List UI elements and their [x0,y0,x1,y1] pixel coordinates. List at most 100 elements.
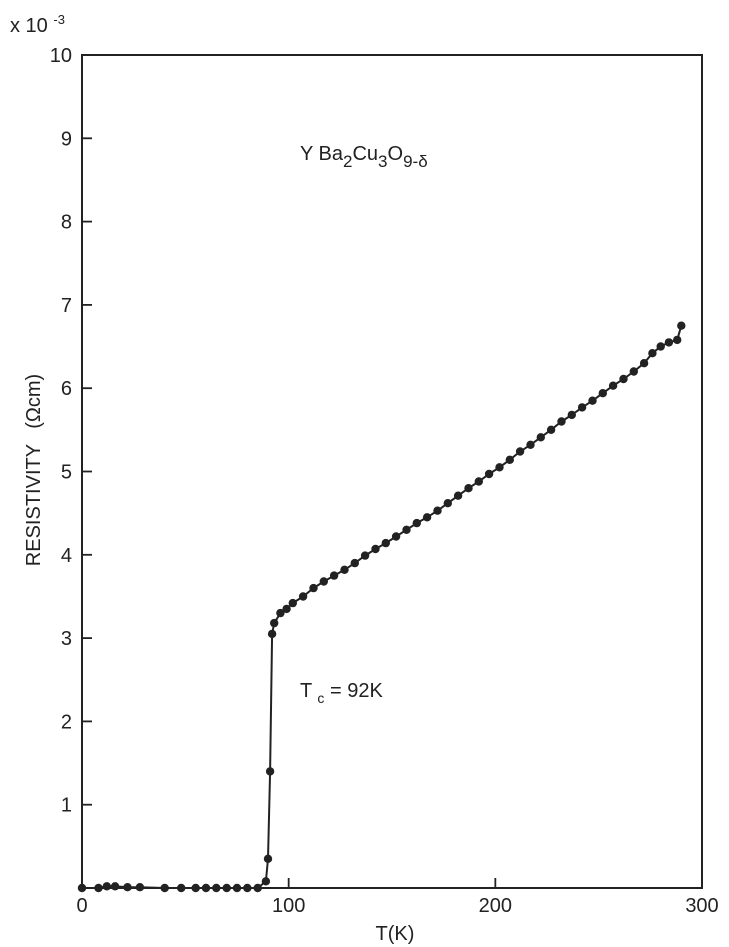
data-point [232,883,242,893]
data-point [276,608,285,618]
data-point [222,883,231,893]
tc-base: T [300,680,312,702]
data-point [360,551,370,560]
svg-text:RESISTIVITY (Ωcm): RESISTIVITY (Ωcm) [23,374,45,566]
data-point [391,532,401,541]
formula-part: 2 [343,152,352,171]
data-point [577,403,587,412]
y-tick-label: 1 [61,795,72,817]
formula-part: 9-δ [403,152,428,171]
data-point [110,882,120,891]
data-point [102,882,112,891]
y-tick-label: 6 [61,378,72,400]
y-tick-label: 3 [61,628,72,650]
data-point [474,477,483,486]
data-point [557,417,566,426]
data-point [567,410,576,420]
data-point [443,499,452,508]
y-tick-label: 2 [61,711,72,733]
data-point [288,598,297,608]
y-tick-label: 9 [61,128,72,150]
data-point [267,629,277,639]
y-axis-label: RESISTIVITY (Ωcm) [23,374,45,566]
data-point [402,525,411,534]
data-point [177,883,186,893]
data-point [608,381,618,390]
data-point [191,883,200,893]
data-point [265,767,275,776]
data-point [253,883,262,893]
y-axis-label-text: RESISTIVITY [23,444,45,566]
data-point [422,513,432,522]
data-point [598,389,607,398]
y-tick-label: 4 [61,545,72,567]
x-tick-label: 300 [685,895,718,917]
data-point [160,883,169,893]
data-series-layer [77,321,686,893]
data-point [123,883,132,892]
data-point [243,883,252,893]
data-point [526,440,535,449]
data-point [282,604,291,614]
data-point [484,469,494,479]
data-point [664,338,674,347]
y-tick-label: 5 [61,462,72,484]
plot-frame [81,54,703,889]
formula-part: O [388,143,404,165]
data-point [505,455,514,464]
formula-part: Y Ba [300,143,344,165]
data-point [135,883,145,892]
series-line [82,325,683,889]
compound-formula-label: Y Ba2Cu3O9-δ [300,143,428,171]
data-point [371,544,380,554]
data-point [201,883,211,893]
x-tick-label: 100 [272,895,305,917]
data-point [464,484,473,493]
data-point [340,565,349,574]
y-tick-label: 7 [61,295,72,317]
data-point [319,577,328,586]
data-point [298,592,308,601]
y-tick-label: 8 [61,212,72,234]
data-point [588,396,597,405]
data-point [515,447,525,456]
data-point [263,854,273,863]
data-point [619,374,628,384]
tc-subscript: c [317,690,324,706]
data-point [673,335,682,345]
data-point [350,558,359,568]
data-point [648,349,657,358]
data-point [629,367,638,376]
x-axis-ticks: 0 100 200 300 [76,878,719,917]
data-point [212,883,221,893]
data-point [381,538,390,548]
data-point [309,583,318,593]
data-point [329,571,339,580]
y-multiplier-label: x 10 -3 [10,12,65,37]
data-point [270,618,279,628]
data-point [453,491,463,500]
data-point [495,463,504,472]
data-point [639,359,649,368]
y-axis-ticks: 1 2 3 4 5 6 7 8 9 10 [50,45,92,817]
data-point [77,883,87,893]
x-tick-label: 0 [76,895,87,917]
formula-part: 3 [378,152,387,171]
y-multiplier-base: x 10 [10,15,48,37]
data-point [546,425,556,434]
y-tick-label: 10 [50,45,72,67]
x-tick-label: 200 [479,895,512,917]
data-point [433,506,442,515]
data-point [656,342,665,351]
data-point [412,518,421,528]
data-point [261,877,271,886]
x-axis-label: T(K) [376,923,415,945]
data-point [677,321,686,330]
critical-temperature-label: T c = 92K [300,680,383,708]
formula-part: Cu [352,143,378,165]
data-point [536,433,545,442]
tc-value: = 92K [330,680,383,702]
y-axis-unit: (Ωcm) [23,374,45,429]
y-multiplier-exponent: -3 [53,12,65,27]
